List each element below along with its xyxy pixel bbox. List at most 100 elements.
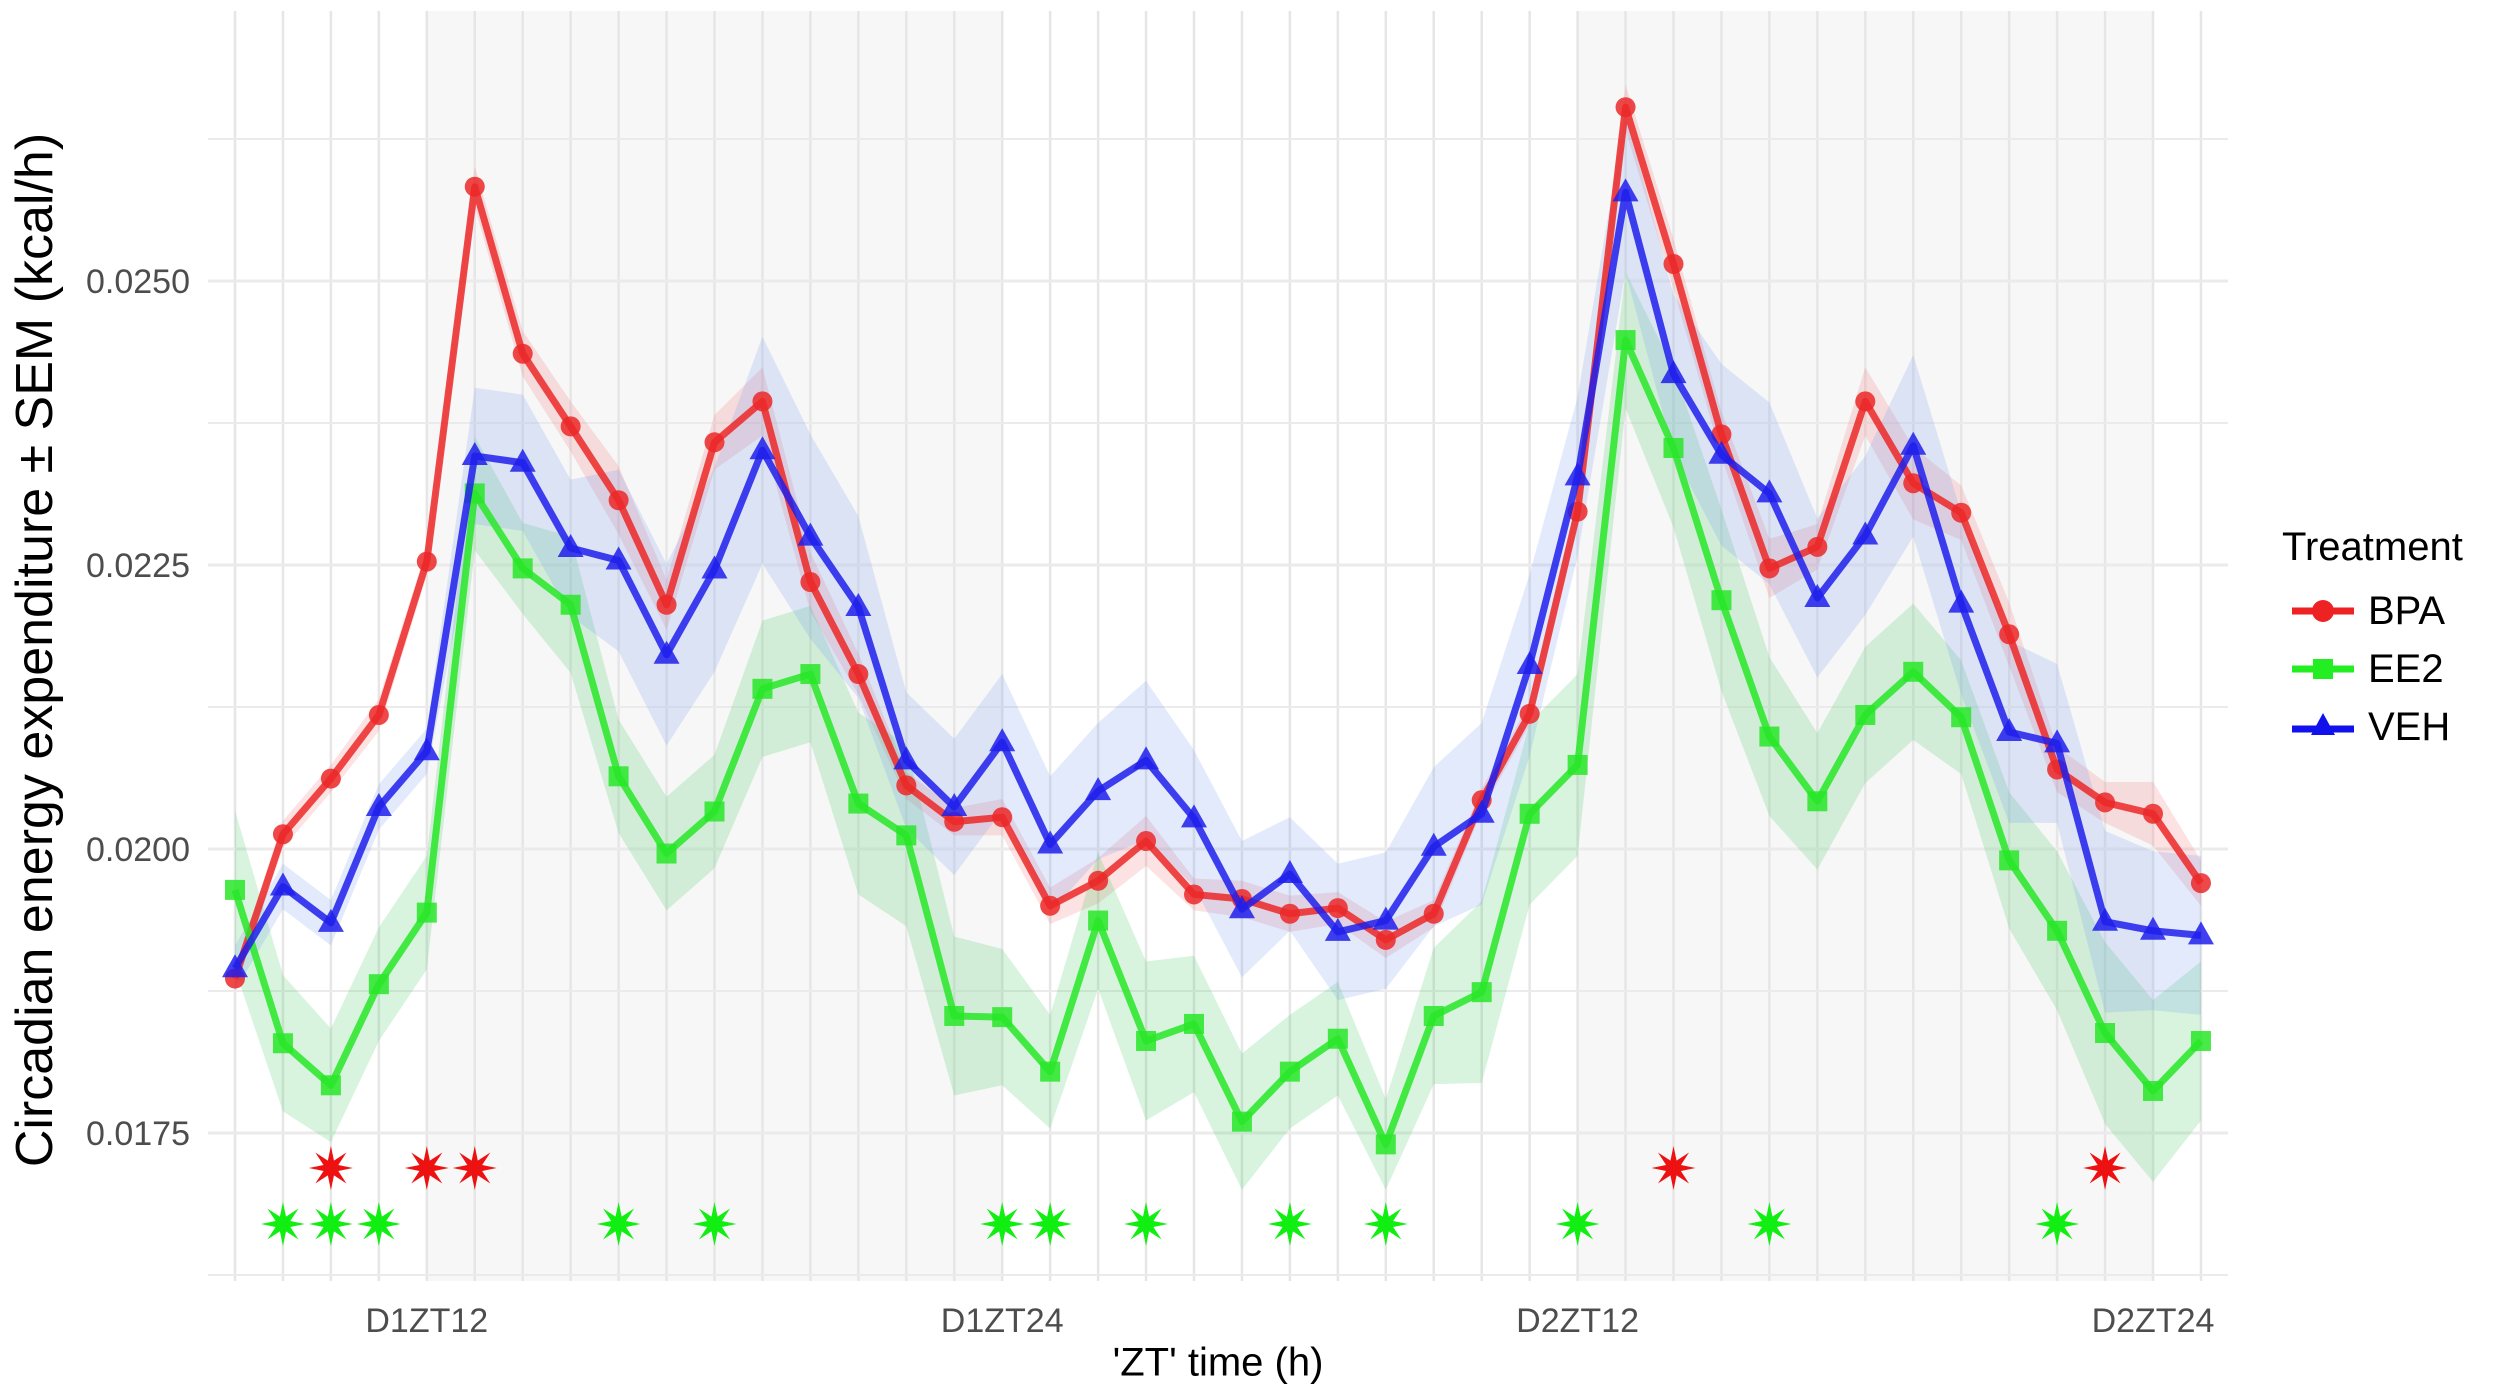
circle-marker [1759, 558, 1780, 579]
legend: Treatment BPA EE2 VEH [2282, 525, 2463, 756]
circle-marker [1519, 703, 1540, 724]
circle-marker [656, 594, 677, 615]
significance-star-icon [404, 1146, 449, 1190]
significance-star-icon [1363, 1202, 1408, 1246]
triangle-marker [1708, 440, 1735, 464]
circle-marker [1807, 536, 1828, 557]
triangle-marker [2044, 729, 2071, 753]
x-tick-label: D2ZT24 [2092, 1302, 2215, 1340]
triangle-marker [1037, 830, 1064, 854]
square-marker-icon [2288, 649, 2358, 689]
circle-marker [416, 551, 437, 572]
significance-star-icon [980, 1202, 1025, 1246]
significance-star-icon [2035, 1202, 2080, 1246]
significance-star-icon [596, 1202, 641, 1246]
series-line [231, 103, 2204, 980]
significance-star-icon [1747, 1202, 1792, 1246]
y-axis-title: Circadian energy expenditure ± SEM (kcal… [6, 132, 64, 1168]
square-marker [1951, 707, 1972, 728]
triangle-marker [509, 448, 536, 472]
square-marker [2047, 920, 2068, 941]
circle-marker [1375, 929, 1396, 950]
triangle-marker [1372, 906, 1399, 930]
triangle-marker [653, 640, 680, 664]
square-marker [272, 1033, 293, 1054]
square-marker [1759, 726, 1780, 747]
square-marker [320, 1075, 341, 1096]
circle-marker [368, 704, 389, 725]
y-tick-label: 0.0175 [86, 1115, 190, 1153]
significance-star-icon [308, 1146, 353, 1190]
square-marker [896, 825, 917, 846]
significance-star-icon [308, 1202, 353, 1246]
triangle-marker [941, 792, 968, 816]
square-marker [1279, 1061, 1300, 1082]
sem-ribbon-bpa [235, 84, 2201, 990]
triangle-marker [1564, 462, 1591, 486]
triangle-marker [1420, 832, 1447, 856]
triangle-marker [1948, 589, 1975, 613]
square-marker [1136, 1030, 1157, 1051]
square-marker [848, 793, 869, 814]
square-marker [512, 558, 533, 579]
circle-marker [704, 432, 725, 453]
triangle-marker [557, 533, 584, 557]
circle-marker [752, 391, 773, 412]
square-marker [1615, 330, 1636, 351]
square-marker [2143, 1080, 2163, 1101]
circle-marker [1327, 898, 1348, 919]
square-marker [1999, 850, 2020, 871]
square-marker [1663, 437, 1684, 458]
triangle-marker [1756, 479, 1783, 503]
square-marker [944, 1005, 965, 1026]
triangle-marker [1276, 859, 1303, 883]
triangle-marker [1516, 650, 1543, 674]
circle-marker [1136, 831, 1157, 852]
square-marker [2190, 1030, 2211, 1051]
significance-star-icon [260, 1202, 305, 1246]
circle-marker [848, 664, 869, 685]
triangle-marker [1228, 895, 1255, 919]
legend-label: VEH [2368, 704, 2451, 749]
square-marker [800, 664, 821, 685]
square-marker [1375, 1134, 1396, 1155]
legend-item-bpa: BPA [2282, 582, 2463, 640]
circle-marker [1088, 870, 1109, 891]
triangle-marker [845, 593, 872, 617]
circle-marker [320, 768, 341, 789]
triangle-marker [222, 954, 248, 978]
square-marker [656, 843, 677, 864]
square-marker [225, 879, 245, 900]
triangle-marker [2092, 907, 2119, 931]
circle-marker [1903, 473, 1924, 494]
triangle-marker [317, 908, 344, 932]
triangle-marker [1996, 717, 2023, 741]
square-marker [1423, 1005, 1444, 1026]
square-marker [1471, 982, 1492, 1003]
legend-item-ee2: EE2 [2282, 640, 2463, 698]
square-marker [416, 902, 437, 923]
triangle-marker [749, 436, 776, 460]
x-tick-label: D1ZT24 [941, 1302, 1064, 1340]
significance-star-icon [1651, 1146, 1696, 1190]
triangle-marker [893, 746, 920, 770]
legend-title: Treatment [2282, 525, 2463, 569]
triangle-marker [2140, 916, 2166, 940]
significance-star-icon [1124, 1202, 1169, 1246]
triangle-marker [1852, 521, 1879, 545]
square-marker [2095, 1023, 2116, 1044]
square-marker [1327, 1028, 1348, 1049]
x-axis-title: 'ZT' time (h) [1112, 1340, 1324, 1385]
triangle-marker [461, 441, 488, 465]
triangle-marker [1181, 804, 1207, 828]
square-marker [1855, 704, 1876, 725]
square-marker [1184, 1013, 1204, 1034]
circle-marker [2143, 803, 2163, 824]
significance-star-icon [452, 1146, 497, 1190]
square-marker [1711, 590, 1732, 611]
triangle-marker [605, 546, 632, 570]
circle-marker [896, 775, 917, 796]
triangle-marker-icon [2288, 707, 2358, 747]
y-tick-label: 0.0225 [86, 547, 190, 585]
significance-star-icon [356, 1202, 401, 1246]
